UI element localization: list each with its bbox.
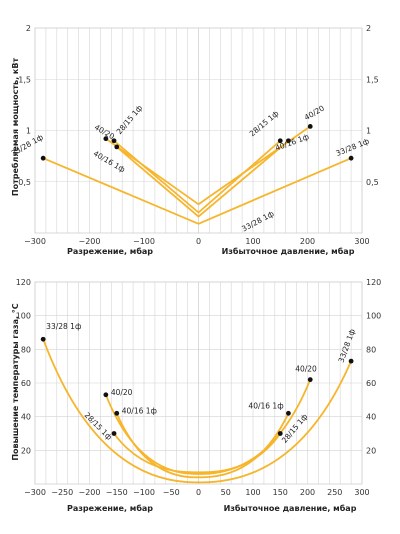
series-mid-label-33-28-1ф: 33/28 1ф: [240, 209, 275, 233]
y-tick-label-left: 1: [26, 127, 31, 136]
x-tick-label: 100: [245, 488, 260, 497]
series-line-28-15-1ф: [113, 139, 282, 214]
x-tick-label: 0: [196, 488, 201, 497]
series-label-40-16-1ф: 40/16 1ф: [274, 132, 310, 152]
y-tick-label-left: 0,5: [18, 178, 31, 187]
series-label-40-20: 40/20: [303, 103, 326, 122]
series-point-28-15-1ф: [111, 138, 117, 144]
series-line-33-28-1ф: [42, 157, 352, 225]
temperature-chart-x-label-right: Избыточное давление, мбар: [224, 503, 357, 513]
series-point-40-20: [307, 124, 313, 129]
x-tick-label: 150: [273, 488, 288, 497]
series-point-40-16-1ф: [114, 144, 120, 150]
y-tick-label-right: 60: [366, 379, 376, 388]
series-line-33-28-1ф: [42, 338, 352, 484]
temperature-chart-y-axis-label: Повышение температуры газа, °С: [11, 303, 20, 460]
x-tick-label: 250: [327, 488, 342, 497]
power-chart: −300 −200 −100 0 100 200 300 0,5 0,5 1 1 1,5 1,5 2 2 3…: [10, 24, 379, 256]
y-tick-label-left: 120: [16, 278, 31, 287]
series-point-40-16-1ф: [286, 138, 291, 144]
x-tick-label: 200: [300, 237, 315, 246]
series-label-40-16-1ф: 40/16 1ф: [248, 401, 283, 410]
y-tick-label-right: 20: [366, 446, 376, 455]
y-tick-label-left: 60: [21, 379, 31, 388]
power-chart-x-label-right: Избыточное давление, мбар: [222, 246, 355, 256]
y-tick-label-right: 2: [366, 24, 371, 33]
y-tick-label-left: 100: [16, 312, 31, 321]
series-line-40-20: [104, 125, 312, 206]
y-tick-label-right: 120: [366, 278, 381, 287]
series-point-40-16-1ф: [114, 410, 120, 416]
power-chart-grid: [34, 27, 363, 234]
temperature-chart-ticks: −300 −250 −200 −150 −100 −50 0 50 100 150 200 250 30…: [16, 278, 382, 497]
y-tick-label-right: 100: [366, 312, 381, 321]
x-tick-label: 100: [245, 237, 260, 246]
x-tick-label: −100: [133, 237, 155, 246]
series-label-33-28-1ф: 33/28 1ф: [337, 328, 357, 364]
series-point-28-15-1ф: [277, 431, 283, 436]
x-tick-label: 300: [354, 488, 369, 497]
series-label-40-20: 40/20: [295, 365, 317, 374]
x-tick-label: −200: [79, 237, 101, 246]
y-tick-label-right: 80: [366, 345, 376, 354]
series-point-33-28-1ф: [40, 336, 46, 342]
temperature-chart-x-label-left: Разрежение, мбар: [67, 503, 153, 513]
x-tick-label: 50: [221, 488, 231, 497]
x-tick-label: 200: [300, 488, 315, 497]
x-tick-label: 0: [196, 237, 201, 246]
series-point-33-28-1ф: [40, 155, 46, 161]
y-tick-label-right: 0,5: [366, 178, 379, 187]
x-tick-label: −100: [133, 488, 155, 497]
series-point-40-20: [103, 392, 109, 398]
y-tick-label-left: 20: [21, 446, 31, 455]
x-tick-label: −50: [163, 488, 180, 497]
power-chart-x-label-left: Разрежение, мбар: [67, 246, 153, 256]
temperature-chart-grid: [34, 281, 363, 485]
power-chart-ticks: −300 −200 −100 0 100 200 300 0,5 0,5 1 1 1,5 1,5 2 2: [18, 24, 378, 246]
series-label-33-28-1ф: 33/28 1ф: [334, 137, 370, 159]
x-tick-label: −300: [24, 237, 46, 246]
y-tick-label-right: 40: [366, 413, 376, 422]
series-label-40-16-1ф: 40/16 1ф: [122, 406, 157, 415]
x-tick-label: −200: [79, 488, 101, 497]
series-point-28-15-1ф: [111, 431, 117, 436]
temperature-chart-series: 33/28 1ф 33/28 1ф 40/20 40/20 40/16 1ф 40/16 …: [40, 322, 357, 484]
x-tick-label: −150: [106, 488, 128, 497]
y-tick-label-right: 1,5: [366, 75, 379, 84]
series-label-40-20: 40/20: [111, 388, 133, 397]
series-label-33-28-1ф: 33/28 1ф: [46, 322, 81, 331]
power-chart-y-axis-label: Потребляемая мощность, кВт: [10, 58, 20, 197]
x-tick-label: −300: [24, 488, 46, 497]
temperature-chart: −300 −250 −200 −150 −100 −50 0 50 100 150 200 250 30…: [11, 278, 381, 513]
x-tick-label: −250: [51, 488, 73, 497]
series-label-40-16-1ф: 40/16 1ф: [92, 149, 127, 174]
series-point-40-20: [103, 136, 109, 142]
series-line-40-16-1ф: [115, 412, 290, 479]
series-point-40-20: [307, 377, 313, 383]
series-line-40-20: [104, 378, 312, 475]
y-tick-label-left: 40: [21, 413, 31, 422]
series-point-40-16-1ф: [286, 410, 291, 416]
y-tick-label-left: 80: [21, 345, 31, 354]
x-tick-label: 300: [354, 237, 369, 246]
series-point-28-15-1ф: [277, 138, 283, 144]
y-tick-label-right: 1: [366, 127, 371, 136]
series-point-33-28-1ф: [348, 358, 354, 364]
y-tick-label-left: 2: [26, 24, 31, 33]
y-tick-label-left: 1,5: [18, 75, 31, 84]
series-point-33-28-1ф: [348, 155, 354, 161]
series-line-28-15-1ф: [113, 432, 282, 474]
series-line-40-16-1ф: [115, 139, 290, 218]
series-label-28-15-1ф: 28/15 1ф: [115, 103, 145, 136]
